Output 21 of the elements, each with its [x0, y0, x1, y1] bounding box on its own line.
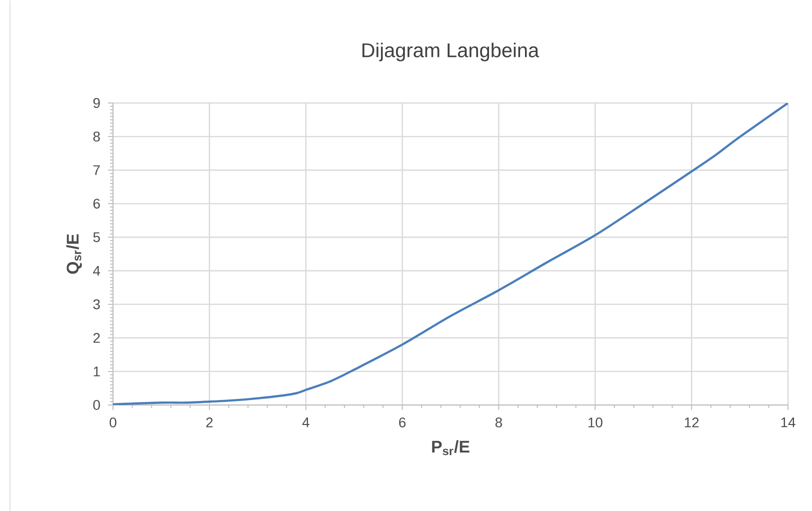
- x-tick-label: 8: [495, 417, 502, 428]
- y-tick-label: 2: [93, 332, 100, 343]
- x-tick-label: 6: [399, 417, 406, 428]
- y-tick-label: 9: [93, 98, 100, 108]
- x-axis-title: P$_{sr}$/E: [432, 440, 470, 456]
- y-tick-label: 3: [93, 299, 100, 310]
- x-tick-label: 14: [781, 417, 796, 427]
- y-tick-label: 5: [93, 232, 100, 242]
- y-tick-label: 8: [93, 131, 100, 142]
- x-tick-label: 2: [206, 417, 213, 428]
- y-tick-label: 1: [94, 366, 100, 376]
- chart-title: Dijagram Langbeina: [362, 42, 540, 62]
- y-tick-label: 6: [93, 198, 100, 208]
- y-axis-title: Q$_{sr}$/E: [66, 234, 82, 274]
- x-tick-label: 4: [302, 417, 310, 427]
- x-tick-label: 10: [588, 417, 602, 428]
- y-tick-label: 0: [93, 400, 100, 410]
- x-tick-label: 12: [684, 417, 699, 428]
- x-tick-label: 0: [110, 417, 116, 428]
- y-tick-label: 4: [93, 266, 100, 276]
- y-tick-label: 7: [93, 165, 100, 175]
